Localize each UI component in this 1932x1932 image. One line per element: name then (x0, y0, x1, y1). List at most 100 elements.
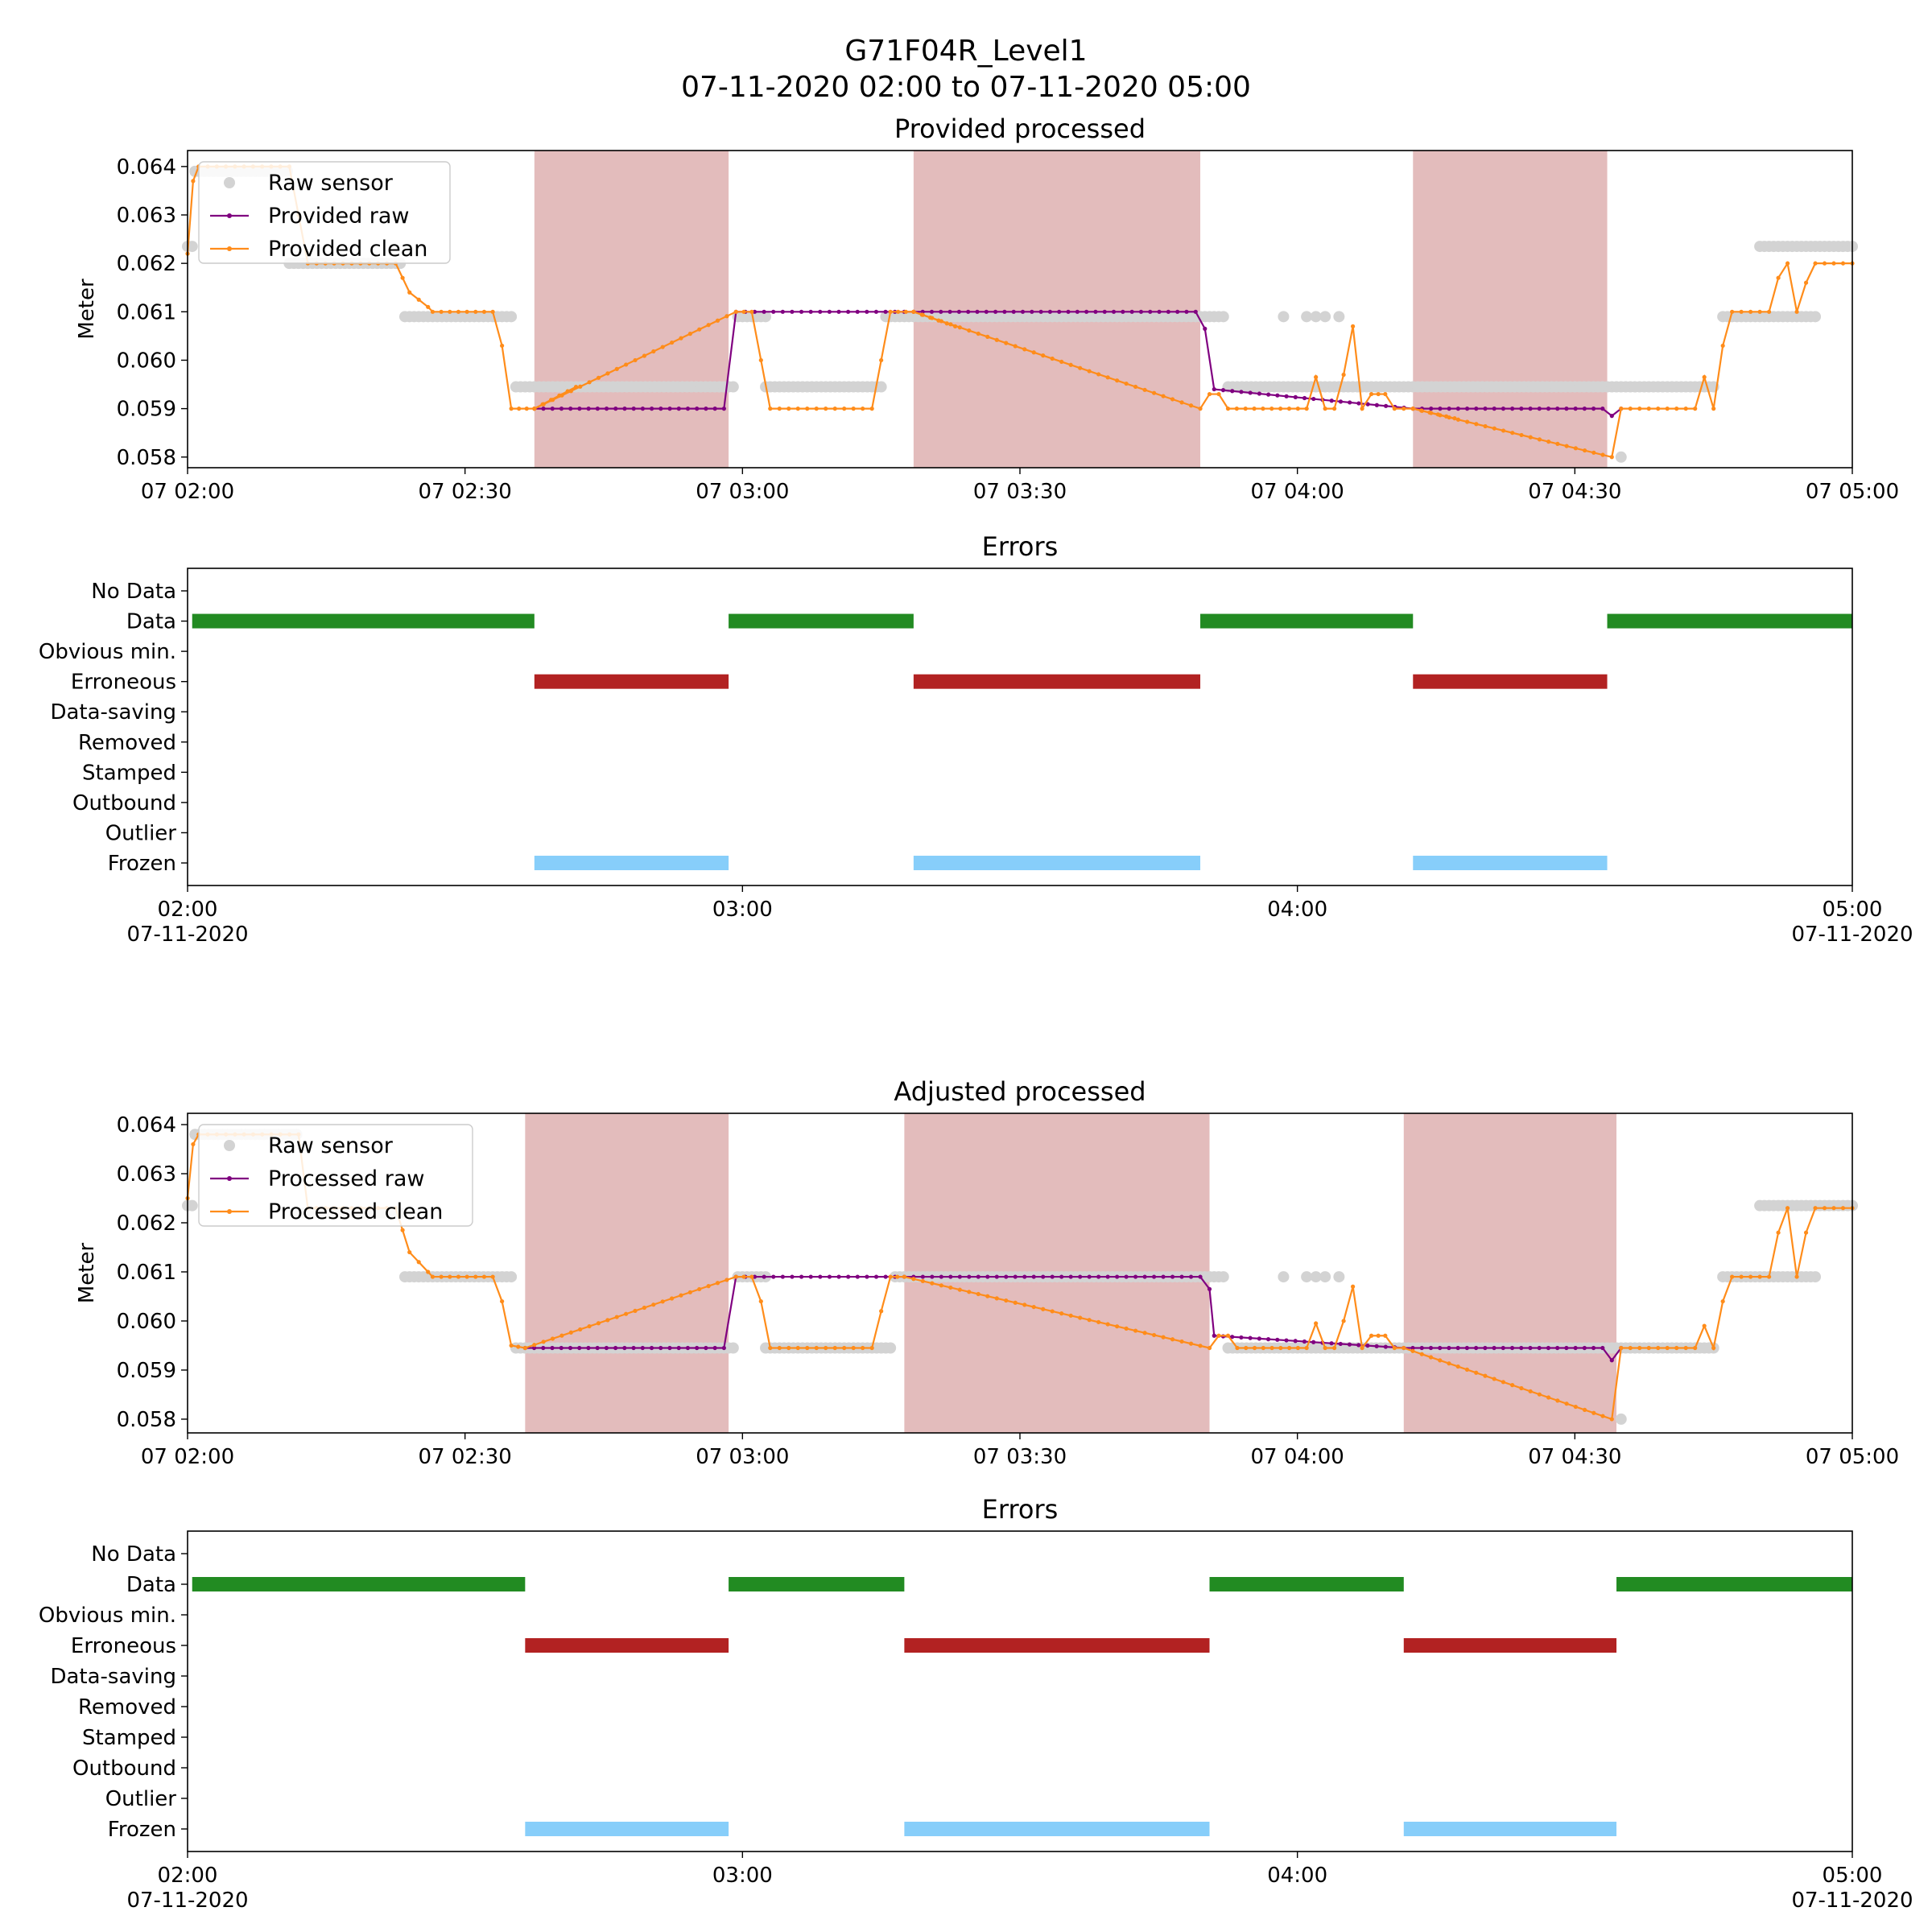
raw-line-series-marker (1438, 407, 1443, 411)
raw-line-series-marker (771, 1274, 776, 1279)
raw-line-series-marker (799, 1274, 804, 1279)
axes-frame (187, 568, 1853, 886)
clean-line-series-marker (814, 1345, 819, 1351)
clean-line-series-marker (1252, 1345, 1257, 1351)
raw-sensor-point (885, 1342, 897, 1354)
raw-line-series-marker (818, 309, 823, 314)
clean-line-series-marker (1351, 1284, 1356, 1289)
raw-sensor-point (1333, 311, 1345, 323)
clean-line-series-marker (1235, 1345, 1240, 1351)
clean-line-series-marker (400, 275, 405, 280)
clean-line-series-marker (1794, 309, 1799, 314)
clean-line-series-marker (1794, 1274, 1799, 1279)
raw-line-series-marker (855, 309, 860, 314)
raw-sensor-point (760, 311, 772, 323)
raw-line-series-marker (1419, 1345, 1424, 1351)
clean-line-series-marker (490, 1274, 495, 1279)
clean-line-series-marker (1447, 1361, 1451, 1366)
raw-line-series-marker (712, 407, 717, 411)
clean-line-series-marker (1591, 450, 1596, 455)
clean-line-series-marker (1730, 1274, 1735, 1279)
clean-line-series-marker (573, 384, 579, 390)
raw-line-series-marker (1338, 399, 1344, 404)
y-tick-label: 0.060 (117, 349, 176, 373)
raw-line-series-marker (613, 407, 618, 411)
raw-line-series-marker (1068, 1274, 1073, 1279)
clean-line-series-marker (1628, 1345, 1633, 1351)
clean-line-series-marker (1198, 1344, 1203, 1348)
raw-line-series-marker (1365, 1343, 1370, 1348)
clean-line-series-marker (749, 309, 754, 314)
clean-line-series-marker (1583, 448, 1587, 453)
clean-line-series-marker (1767, 309, 1772, 314)
raw-line-series-marker (976, 1274, 980, 1279)
clean-line-series-marker (1501, 428, 1506, 433)
raw-line-series-marker (1464, 1345, 1469, 1351)
raw-line-series-marker (1591, 1345, 1596, 1351)
raw-line-series-marker (790, 1274, 795, 1279)
y-tick-label: 0.062 (117, 1212, 176, 1236)
timeline-data-bars (192, 613, 1852, 629)
raw-line-series-marker (1564, 407, 1569, 411)
clean-line-series-marker (1402, 1345, 1406, 1351)
x-tick-label: 07 03:00 (696, 1445, 789, 1469)
raw-line-series-marker (1410, 1345, 1415, 1351)
clean-line-series-marker (1332, 407, 1337, 411)
clean-line-series-marker (1720, 1298, 1725, 1304)
timeline-bar (1607, 613, 1852, 629)
timeline-bar (1209, 1577, 1404, 1591)
clean-line-series-marker (1188, 1341, 1194, 1346)
clean-line-series-marker (1142, 387, 1147, 392)
clean-line-series-marker (888, 309, 893, 314)
clean-line-series-marker (1757, 309, 1762, 314)
legend-frame (198, 1124, 473, 1227)
category-label: No Data (91, 1542, 176, 1567)
clean-line-series-marker (1528, 435, 1533, 440)
clean-line-series-marker (1198, 407, 1203, 411)
raw-line-series-marker (762, 1274, 766, 1279)
clean-line-series-marker (1528, 1389, 1533, 1393)
clean-line-series-marker (614, 366, 619, 371)
timeline-erroneous-bars (525, 1638, 1617, 1653)
clean-line-series-marker (1304, 1345, 1309, 1351)
category-label: Stamped (82, 761, 176, 785)
adjusted-processed-panel: Adjusted processed 0.058 0.059 0.060 0.061 0.… (75, 1076, 1899, 1469)
raw-line-series-marker (1582, 407, 1587, 411)
clean-line-series-marker (1304, 407, 1309, 411)
x-tick-label: 05:00 (1823, 1864, 1883, 1888)
clean-line-series-marker (532, 407, 537, 411)
panel-title: Provided processed (894, 114, 1146, 144)
clean-line-series (185, 164, 1855, 460)
clean-line-series-marker (1674, 407, 1679, 411)
clean-line-series-marker (1537, 1392, 1542, 1397)
raw-line-series-marker (667, 407, 672, 411)
clean-line-series-marker (1368, 1333, 1374, 1338)
raw-line-series-marker (994, 1274, 999, 1279)
raw-line-series-marker (1464, 407, 1470, 411)
legend: Raw sensor Provided raw Provided clean (198, 161, 451, 264)
clean-line-series-marker (642, 1305, 647, 1311)
raw-sensor-point (1301, 311, 1313, 323)
x-tick-label: 07 04:00 (1251, 480, 1344, 504)
clean-line-series-marker (1341, 1319, 1346, 1323)
clean-line-series-marker (1501, 1380, 1506, 1385)
clean-line-series-marker (1376, 1333, 1381, 1338)
clean-line-series-marker (851, 1345, 856, 1351)
clean-line-series-marker (670, 340, 675, 345)
clean-line-series-marker (967, 1290, 972, 1294)
raw-line-series-marker (865, 309, 869, 314)
timeline-bar (192, 613, 535, 629)
raw-line-series-marker (1537, 407, 1542, 411)
raw-sensor-point (1310, 1271, 1322, 1283)
clean-line-series-marker (768, 407, 773, 411)
clean-line-series-marker (679, 1293, 683, 1298)
clean-line-series-marker (1683, 1345, 1688, 1351)
clean-line-series-marker (1078, 1315, 1083, 1320)
clean-line-series-marker (532, 1343, 537, 1348)
clean-line-series-marker (1822, 1206, 1827, 1211)
clean-line-series-marker (1600, 1414, 1605, 1418)
raw-line-series-marker (1311, 396, 1316, 402)
category-label: Data (126, 1573, 176, 1597)
clean-line-series-marker (851, 407, 856, 411)
clean-line-series-marker (967, 328, 972, 333)
